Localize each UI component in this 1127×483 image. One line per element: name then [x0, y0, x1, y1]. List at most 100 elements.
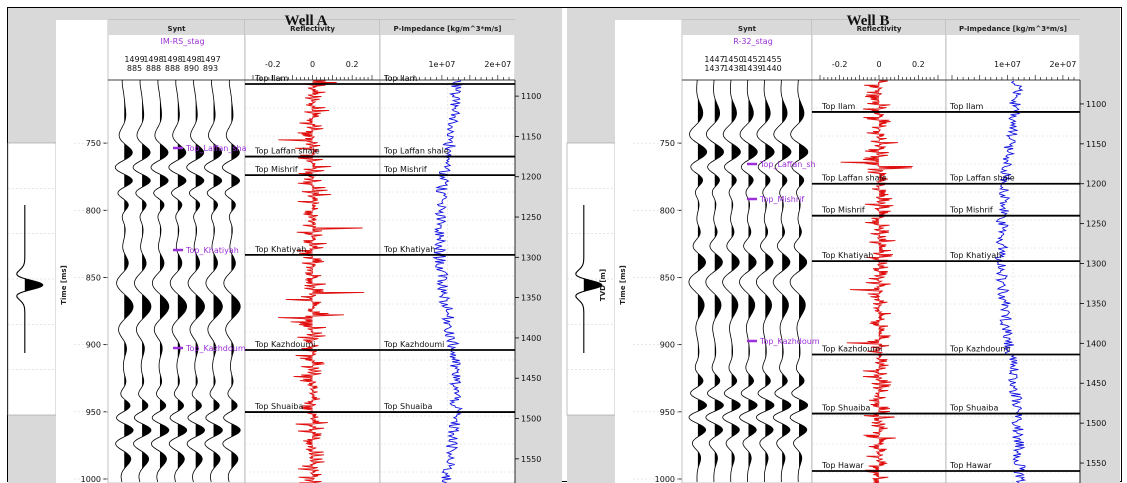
panel-a-impedance-series	[432, 80, 463, 483]
panel-a-impedance-header: P-Impedance [kg/m^3*m/s]	[394, 25, 502, 33]
panel-a-depth-tick-label: 1450	[521, 374, 541, 383]
panel-b-trace-number-top: 1447	[704, 55, 724, 64]
panel-b-time-tick-label: 800	[660, 206, 675, 215]
panel-b-time-column	[615, 20, 682, 483]
panel-a-title: Well A	[285, 13, 328, 29]
panel-a-depth-tick-label: 1150	[521, 132, 541, 141]
panel-b-reflectivity-header: Reflectivity	[857, 25, 902, 33]
panel-a-formation-top-label-reflectivity: Top Ilam	[254, 74, 289, 83]
panel-b-time-tick-label: 750	[660, 139, 675, 148]
figure-border	[7, 7, 1122, 482]
panel-a-trace-number-top: 1498	[181, 55, 201, 64]
panel-a-impedance-tick-label: 1e+07	[428, 60, 455, 69]
panel-b-reflectivity-header-bg	[812, 20, 946, 35]
panel-a-trace-number-bottom: 888	[146, 64, 161, 73]
panel-b-formation-top-label-reflectivity: Top Laffan shale	[821, 174, 887, 183]
panel-b-time-tick-label: 950	[660, 408, 675, 417]
panel-a-depth-tick-label: 1300	[521, 253, 541, 262]
panel-b-formation-top-label-impedance: Top Laffan shale	[949, 174, 1015, 183]
panel-b-formation-top-label-impedance: Top Hawar	[949, 461, 992, 470]
panel-b-depth-tick-label: 1400	[1086, 339, 1106, 348]
panel-b-impedance-header: P-Impedance [kg/m^3*m/s]	[959, 25, 1067, 33]
panel-a-trace-number-top: 1497	[200, 55, 220, 64]
panel-a-synt-track	[107, 19, 246, 483]
panel-a-wiggle-fill	[231, 99, 241, 469]
panel-a-time-tick-label: 800	[86, 206, 101, 215]
panel-b-formation-top-label-impedance: Top Shuaiba	[949, 404, 998, 413]
panel-a-depth-tick-label: 1500	[521, 415, 541, 424]
panel-a-formation-top-label-impedance: Top Ilam	[383, 74, 418, 83]
panel-b-depth-tick-label: 1100	[1086, 100, 1106, 109]
panel-a-wiggle-fill	[124, 99, 134, 469]
panel-b-impedance-tick-label: 2e+07	[1049, 60, 1076, 69]
panel-a-marker-label: Top_Khatiyah	[185, 246, 239, 255]
panel-a-wiggle-fill	[213, 99, 223, 469]
panel-b-trace-label: R-32_stag	[733, 37, 773, 46]
panel-b-formation-top-label-impedance: Top Ilam	[949, 102, 984, 111]
panel-a-trace-number-bottom: 885	[127, 64, 142, 73]
panel-b-formation-top-label-reflectivity: Top Ilam	[821, 102, 856, 111]
panel-a-reflectivity-tick-label: 0.2	[346, 60, 359, 69]
panel-b-wiggle-fill	[765, 99, 775, 469]
panel-b-reflectivity-series	[840, 80, 913, 483]
panel-b-trace-number-bottom: 1437	[704, 64, 724, 73]
panel-b-wiggle-fill	[714, 99, 724, 469]
panel-b-time-axis-label: Time [ms]	[619, 265, 627, 305]
panel-a-depth-column	[515, 20, 562, 483]
panel-a-time-column	[56, 20, 108, 483]
panel-b-wiggle-fill	[782, 99, 791, 469]
panel-b-depth-tick-label: 1550	[1086, 459, 1106, 468]
panel-b-trace-number-bottom: 1439	[742, 64, 762, 73]
panel-b-formation-top-label-impedance: Top Kazhdoumi	[949, 345, 1010, 354]
panel-a-time-axis-label: Time [ms]	[60, 265, 68, 305]
panel-a-formation-top-label-reflectivity: Top Shuaiba	[254, 402, 303, 411]
panel-a-trace-number-top: 1498	[162, 55, 182, 64]
panel-b-marker-label: Top_Laffan_sh	[759, 160, 816, 169]
panel-b-reflectivity-tick-label: -0.2	[832, 60, 848, 69]
panel-a-trace-label: IM-RS_stag	[160, 37, 204, 46]
panel-b-synt-header-bg	[682, 20, 812, 35]
panel-b-time-tick-label: 1000	[655, 475, 675, 483]
panel-b-wiggle-fill	[748, 99, 758, 469]
panel-a-marker-label: Top_Laffan_sha	[185, 144, 247, 153]
panel-b-impedance-header-bg	[946, 20, 1080, 35]
panel-b-synt-header: Synt	[738, 25, 757, 33]
panel-b-formation-top-label-reflectivity: Top Khatiyah	[821, 251, 873, 260]
panel-a-depth-tick-label: 1400	[521, 334, 541, 343]
panel-a-depth-tick-label: 1100	[521, 92, 541, 101]
panel-a-depth-tick-label: 1250	[521, 213, 541, 222]
panel-a-formation-top-label-reflectivity: Top Laffan shale	[254, 147, 320, 156]
panel-b-depth-column	[1080, 20, 1120, 483]
panel-a-formation-top-label-reflectivity: Top Mishrif	[254, 165, 298, 174]
panel-a-formation-top-label-reflectivity: Top Khatiyah	[254, 245, 306, 254]
panel-b-formation-top-label-reflectivity: Top Hawar	[821, 461, 864, 470]
panel-a-reflectivity-tick-label: 0	[310, 60, 315, 69]
panel-b-depth-tick-label: 1300	[1086, 260, 1106, 269]
panel-b-trace-number-bottom: 1438	[723, 64, 743, 73]
panel-a-trace-number-bottom: 888	[165, 64, 180, 73]
panel-b-time-tick-label: 850	[660, 273, 675, 282]
panel-b-title: Well B	[847, 13, 890, 29]
panel-a-reflectivity-series	[277, 80, 365, 483]
panel-b-depth-tick-label: 1350	[1086, 299, 1106, 308]
panel-b-marker-label: Top_Kazhdoum	[759, 337, 820, 346]
panel-a-trace-number-bottom: 893	[203, 64, 218, 73]
panel-b-tvd-axis-label: TVD [m]	[599, 269, 607, 301]
panel-b-formation-top-label-reflectivity: Top Mishrif	[821, 206, 865, 215]
panel-b-formation-top-label-impedance: Top Khatiyah	[949, 251, 1001, 260]
panel-b-trace-number-top: 1452	[742, 55, 762, 64]
panel-b-formation-top-label-reflectivity: Top Shuaiba	[821, 404, 870, 413]
panel-b-wiggle-fill	[731, 99, 741, 469]
panel-b-reflectivity-tick-label: 0.2	[912, 60, 925, 69]
panel-a-formation-top-label-reflectivity: Top Kazhdoumi	[254, 340, 315, 349]
panel-a-wavelet-lobe	[24, 271, 43, 299]
panel-b-depth-tick-label: 1500	[1086, 419, 1106, 428]
panel-b-wiggle-fill	[799, 99, 808, 469]
panel-b-impedance-series	[994, 80, 1027, 483]
panel-a-marker-label: Top_Kazhdoum	[185, 344, 246, 353]
panel-b-trace-number-bottom: 1440	[761, 64, 781, 73]
panel-a-wiggle-fill	[177, 99, 187, 469]
panel-a-time-tick-label: 750	[86, 139, 101, 148]
